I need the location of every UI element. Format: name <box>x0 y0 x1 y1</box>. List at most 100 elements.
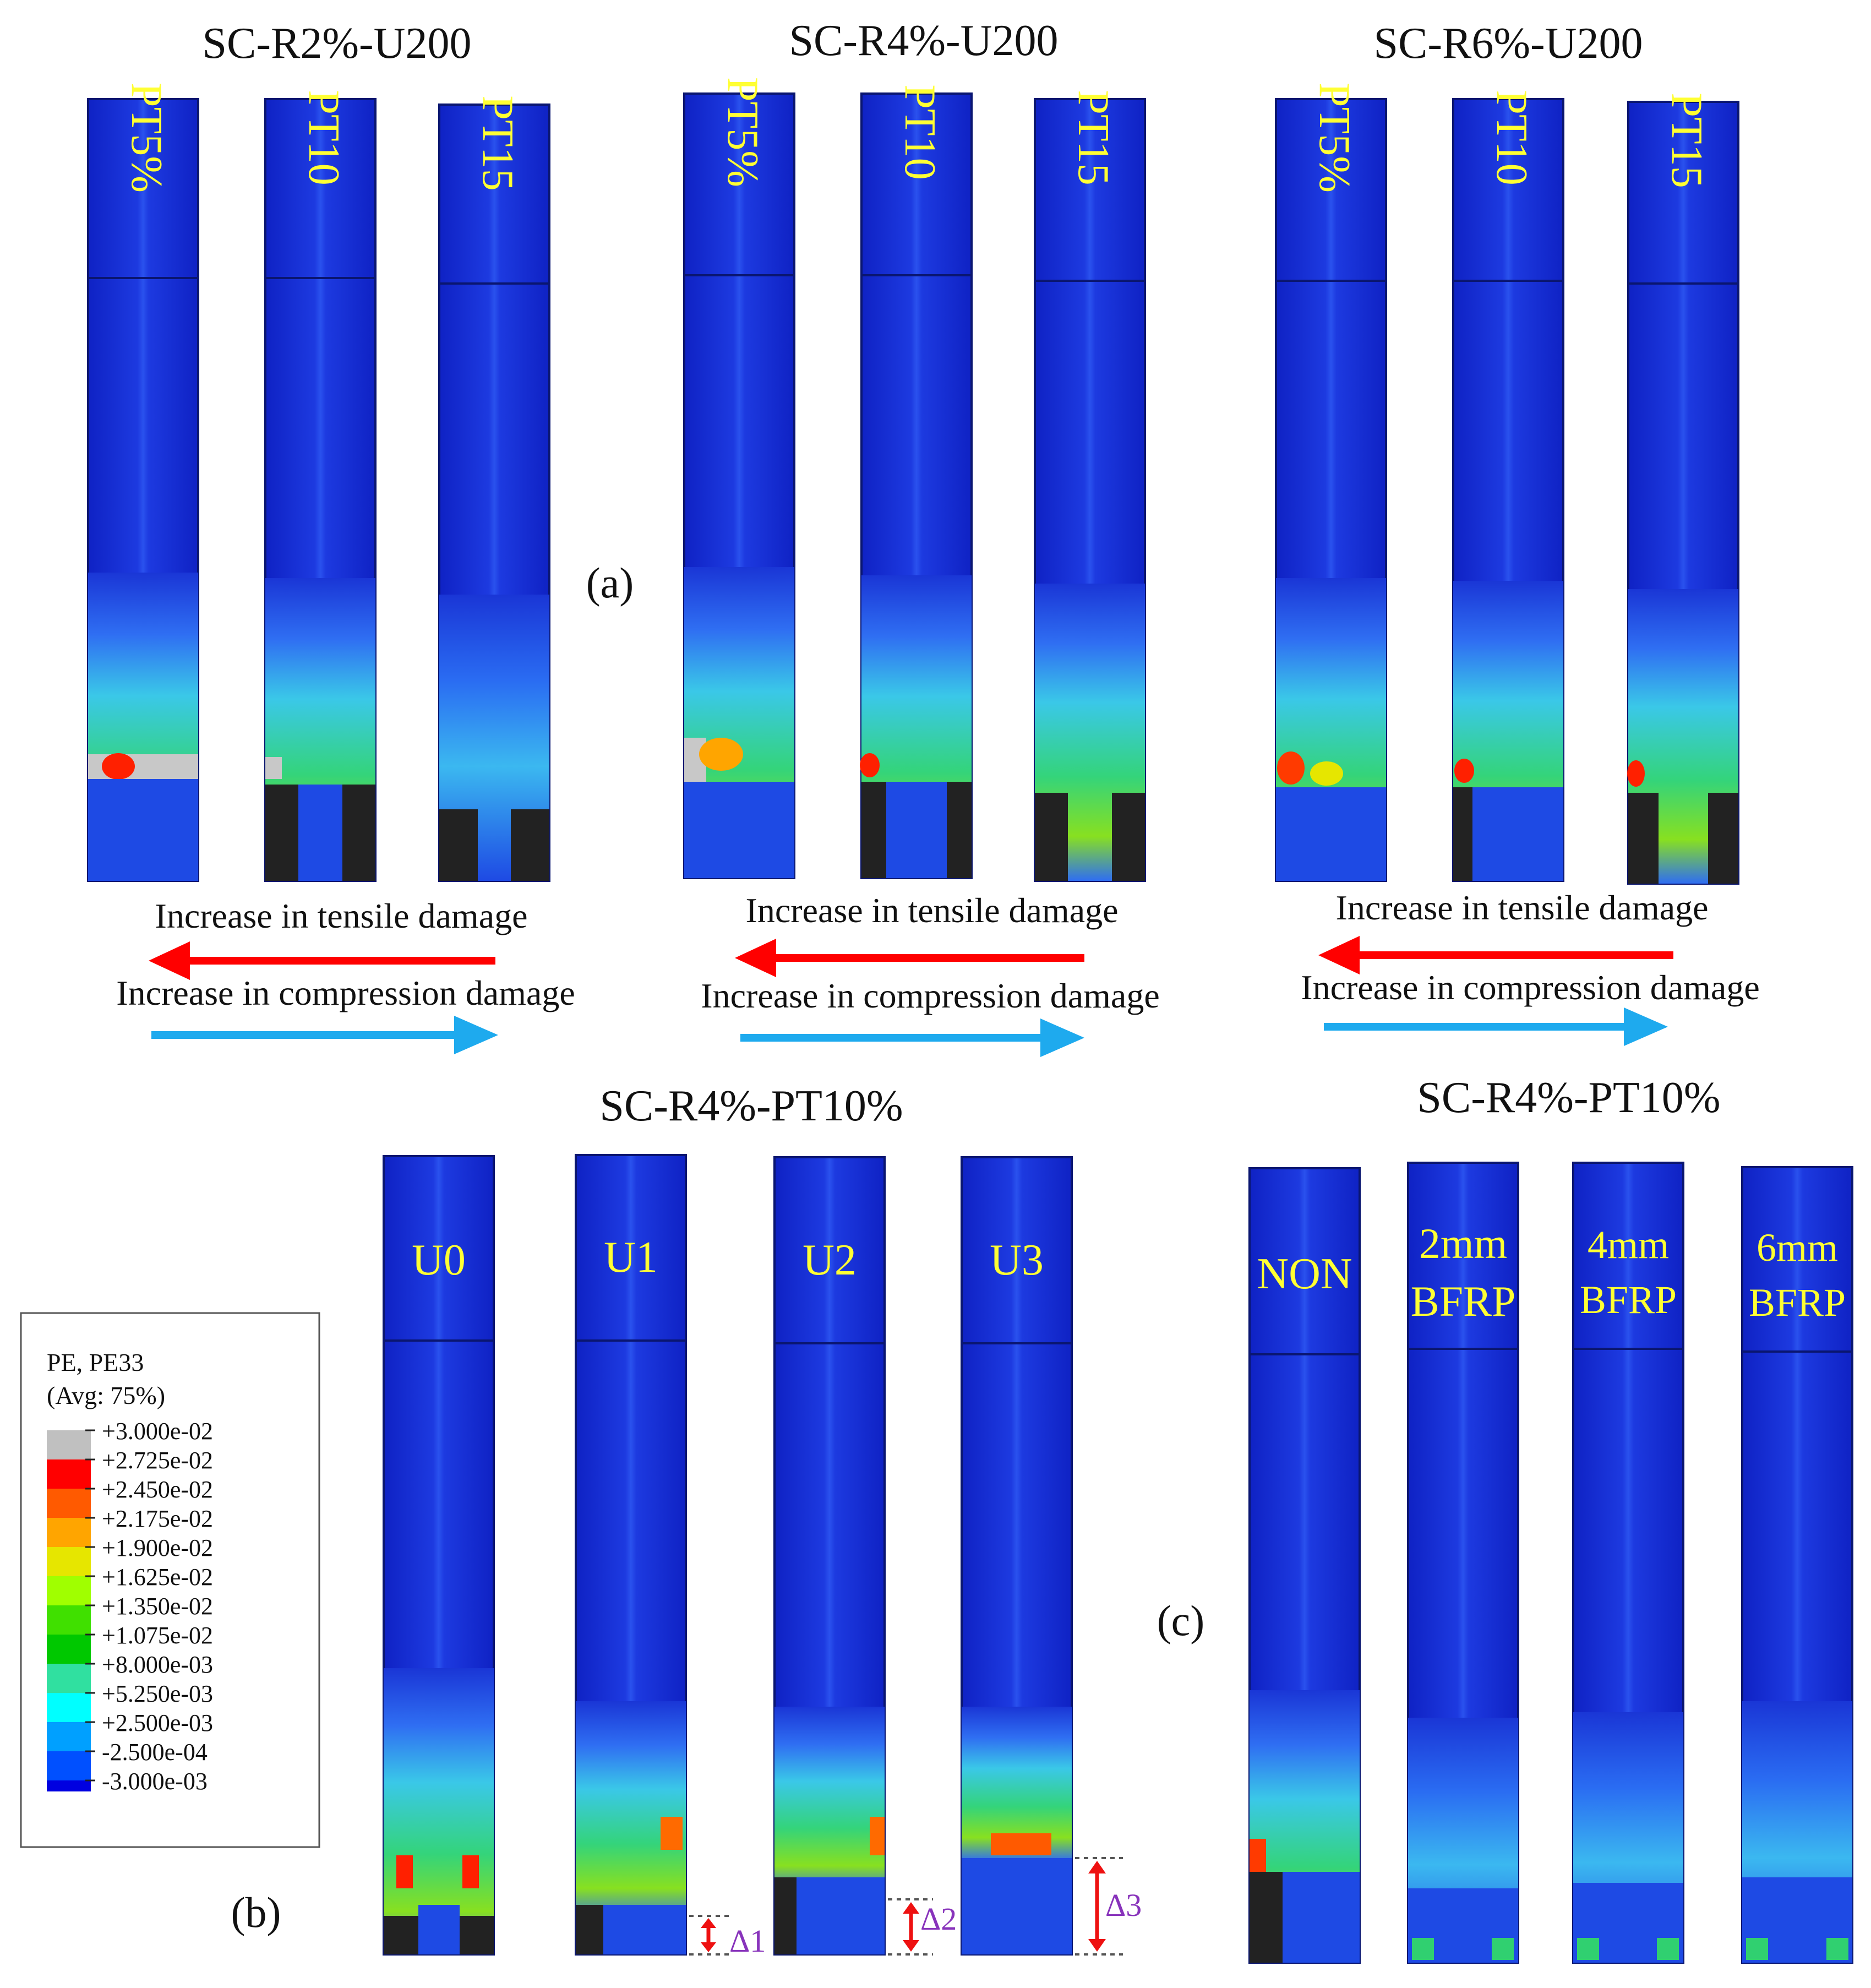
column-u1: U1 <box>575 1154 687 1956</box>
delta-label: Δ3 <box>1105 1887 1142 1923</box>
column-label: 6mm <box>1757 1226 1838 1270</box>
column-label: 2mm <box>1419 1219 1507 1267</box>
delta-3: Δ3 <box>1075 1857 1142 1956</box>
panel-b-label: (b) <box>231 1888 281 1936</box>
column-pt15: PT15 <box>1627 92 1739 885</box>
panel-a-label: (a) <box>586 559 634 607</box>
column-pt10: PT10 <box>1452 90 1564 882</box>
legend-swatch <box>47 1780 91 1791</box>
column-label: PT5% <box>1310 83 1359 193</box>
column-4mm-bfrp: 4mm BFRP <box>1572 1162 1684 1964</box>
group-title: SC-R6%-U200 <box>1374 19 1643 68</box>
tensile-arrow-label: Increase in tensile damage <box>1336 888 1709 927</box>
column-label: PT10 <box>299 90 348 185</box>
group-title: SC-R2%-U200 <box>203 19 472 68</box>
delta-label: Δ2 <box>920 1901 957 1937</box>
delta-2: Δ2 <box>888 1898 957 1956</box>
legend-level-label: +2.725e-02 <box>102 1447 213 1474</box>
column-6mm-bfrp: 6mm BFRP <box>1741 1166 1853 1964</box>
column-pt5: PT5% <box>1275 83 1387 882</box>
legend-title: PE, PE33 <box>47 1348 144 1376</box>
panel-b-title: SC-R4%-PT10% <box>599 1082 903 1130</box>
column-label: U3 <box>990 1236 1044 1284</box>
compression-arrow-label: Increase in compression damage <box>1301 968 1759 1007</box>
delta-1: Δ1 <box>689 1915 766 1959</box>
column-label: U2 <box>803 1236 857 1284</box>
tensile-arrow <box>149 941 495 980</box>
compression-arrow <box>151 1016 498 1054</box>
column-u0: U0 <box>383 1155 495 1956</box>
column-label: PT10 <box>896 84 944 179</box>
panel-c-label: (c) <box>1157 1597 1205 1644</box>
column-label: PT15 <box>1662 92 1711 188</box>
column-2mm-bfrp: 2mm BFRP <box>1407 1162 1519 1964</box>
column-label-line2: BFRP <box>1411 1277 1516 1325</box>
compression-arrow-label: Increase in compression damage <box>701 976 1159 1015</box>
column-pt15: PT15 <box>438 95 550 882</box>
tensile-arrow <box>735 939 1084 977</box>
column-pt10: PT10 <box>264 90 377 882</box>
legend-level-label: +1.075e-02 <box>102 1622 213 1649</box>
column-u3: U3 <box>961 1156 1073 1956</box>
group-r2: SC-R2%-U200 PT5% PT10 <box>87 19 575 1054</box>
legend-swatch <box>47 1430 91 1459</box>
column-label: PT15 <box>1069 90 1117 185</box>
column-pt5: PT5% <box>683 77 795 879</box>
tensile-arrow <box>1318 936 1673 974</box>
legend-level-label: +1.900e-02 <box>102 1534 213 1561</box>
column-label: U1 <box>604 1233 658 1282</box>
legend-swatch <box>47 1489 91 1518</box>
legend-level-label: +3.000e-02 <box>102 1418 213 1445</box>
panel-c: SC-R4%-PT10% (c) NON 2mm BFRP <box>1157 1074 1853 1964</box>
compression-arrow <box>740 1018 1084 1057</box>
column-label: U0 <box>412 1236 466 1284</box>
column-label-line2: BFRP <box>1749 1281 1846 1325</box>
legend-swatch <box>47 1459 91 1489</box>
column-pt5: PT5% <box>87 83 199 882</box>
delta-label: Δ1 <box>729 1923 766 1959</box>
legend-swatch <box>47 1664 91 1693</box>
column-pt10: PT10 <box>860 84 973 879</box>
column-u2: U2 <box>773 1156 886 1956</box>
group-r4: SC-R4%-U200 PT5% PT10 <box>683 17 1160 1057</box>
column-label: PT15 <box>473 95 522 190</box>
column-label: PT10 <box>1487 90 1536 185</box>
legend-swatch <box>47 1605 91 1635</box>
column-label: NON <box>1257 1250 1352 1298</box>
panel-c-title: SC-R4%-PT10% <box>1417 1074 1720 1122</box>
legend-level-label: +8.000e-03 <box>102 1651 213 1678</box>
tensile-arrow-label: Increase in tensile damage <box>746 891 1119 930</box>
panel-b: SC-R4%-PT10% (b) U0 U1 <box>231 1082 1142 1959</box>
legend: PE, PE33 (Avg: 75%) +3.000e-02+2.725e-02… <box>20 1312 320 1848</box>
legend-swatch <box>47 1722 91 1751</box>
column-label-line2: BFRP <box>1580 1278 1677 1322</box>
column-label: 4mm <box>1588 1223 1669 1267</box>
legend-level-label: +2.500e-03 <box>102 1709 213 1736</box>
legend-swatch <box>47 1518 91 1547</box>
legend-swatch <box>47 1576 91 1605</box>
legend-swatch <box>47 1751 91 1780</box>
column-label: PT5% <box>122 83 171 193</box>
column-label: PT5% <box>718 77 767 187</box>
legend-swatch <box>47 1693 91 1722</box>
legend-swatch <box>47 1635 91 1664</box>
legend-swatch <box>47 1547 91 1576</box>
compression-arrow <box>1324 1007 1668 1046</box>
legend-level-label: +2.450e-02 <box>102 1476 213 1503</box>
tensile-arrow-label: Increase in tensile damage <box>155 896 528 935</box>
column-pt15: PT15 <box>1034 90 1146 882</box>
group-title: SC-R4%-U200 <box>789 17 1059 65</box>
legend-level-label: +1.350e-02 <box>102 1593 213 1620</box>
legend-level-label: -2.500e-04 <box>102 1739 208 1766</box>
legend-level-label: +1.625e-02 <box>102 1564 213 1591</box>
legend-swatches: +3.000e-02+2.725e-02+2.450e-02+2.175e-02… <box>47 1418 213 1795</box>
panel-a: (a) SC-R2%-U200 PT5% PT10 <box>87 17 1760 1057</box>
group-r6: SC-R6%-U200 PT5% PT10 <box>1275 19 1760 1046</box>
compression-arrow-label: Increase in compression damage <box>116 973 575 1012</box>
legend-subtitle: (Avg: 75%) <box>47 1381 165 1409</box>
legend-level-label: +5.250e-03 <box>102 1680 213 1707</box>
legend-level-label: -3.000e-03 <box>102 1768 208 1795</box>
column-non: NON <box>1248 1167 1361 1964</box>
legend-level-label: +2.175e-02 <box>102 1505 213 1532</box>
